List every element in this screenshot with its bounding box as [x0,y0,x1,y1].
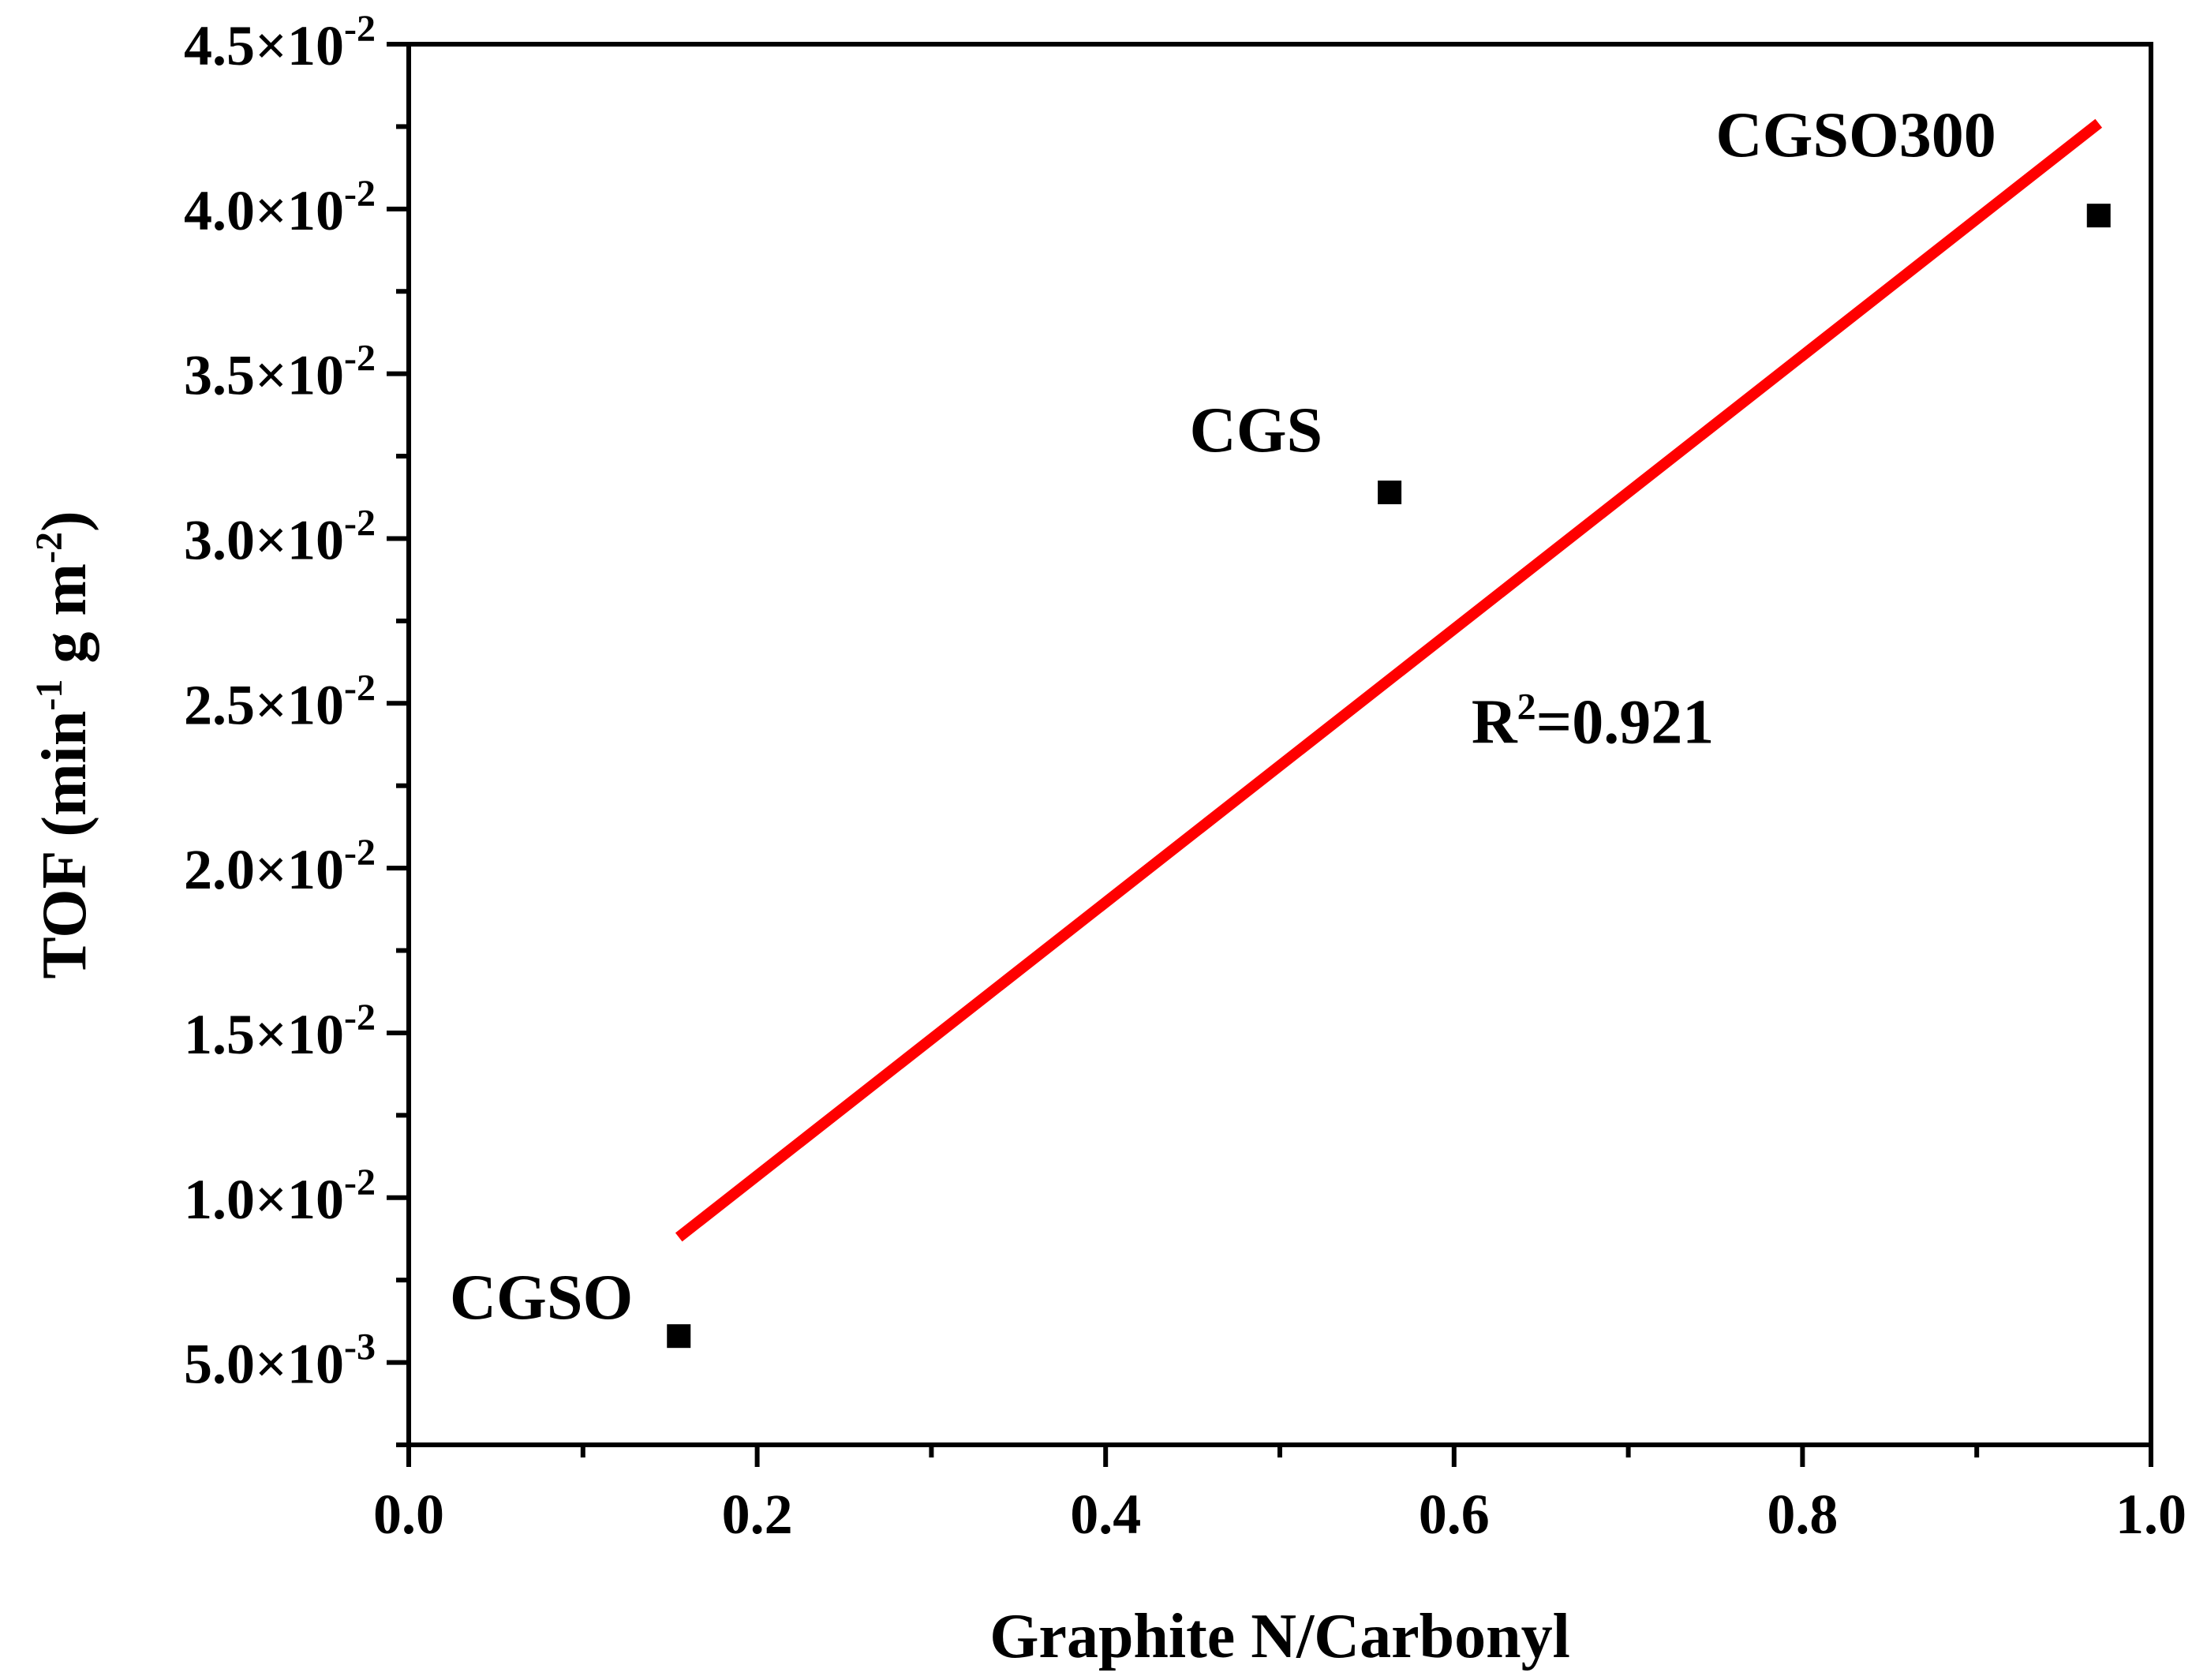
x-tick-label: 0.0 [373,1483,444,1546]
y-axis-title-sup2: -2 [28,532,70,563]
y-axis-title: TOF (min-1 g m-2) [28,511,99,978]
y-axis-title-end: ) [30,511,99,532]
x-tick-label: 0.6 [1419,1483,1490,1546]
y-tick-mantissa: 3.0×10 [184,508,344,571]
x-tick-label: 0.8 [1767,1483,1838,1546]
x-axis-title: Graphite N/Carbonyl [989,1602,1570,1671]
y-tick-mantissa: 4.5×10 [184,14,344,77]
point-label: CGSO300 [1715,99,1996,170]
y-tick-exponent: -2 [344,667,376,709]
y-tick-exponent: -2 [344,997,376,1038]
y-tick-exponent: -3 [344,1326,376,1368]
r-squared-value: =0.921 [1536,687,1715,757]
data-point [2086,204,2111,228]
y-axis-title-sup1: -1 [28,679,70,711]
x-tick-label: 0.4 [1070,1483,1141,1546]
y-tick-label: 1.0×10-2 [184,1162,376,1231]
y-tick-exponent: -2 [344,338,376,380]
y-tick-mantissa: 1.5×10 [184,1003,344,1066]
y-axis-title-mid: g m [30,563,99,679]
y-tick-label: 3.5×10-2 [184,338,376,407]
y-tick-mantissa: 2.5×10 [184,673,344,736]
y-tick-label: 1.5×10-2 [184,997,376,1066]
r-squared-sup: 2 [1517,686,1536,728]
data-point [1378,481,1402,504]
r-squared-annotation: R2=0.921 [1472,686,1714,757]
y-tick-exponent: -2 [344,8,376,50]
points-layer: CGSO CGS CGSO300 [450,99,2111,1349]
y-tick-exponent: -2 [344,832,376,874]
y-tick-exponent: -2 [344,1162,376,1203]
y-tick-label: 5.0×10-3 [184,1326,376,1396]
y-tick-label: 4.0×10-2 [184,173,376,242]
x-tick-label: 0.2 [722,1483,793,1546]
fit-line [675,118,2103,1242]
y-tick-mantissa: 1.0×10 [184,1168,344,1231]
x-tick-label: 1.0 [2115,1483,2186,1546]
y-tick-mantissa: 5.0×10 [184,1333,344,1396]
y-tick-label: 4.5×10-2 [184,8,376,77]
x-axis-ticks: 0.0 0.2 0.4 0.6 0.8 1.0 [373,1445,2186,1546]
data-point [667,1324,691,1349]
y-tick-mantissa: 4.0×10 [184,179,344,242]
y-tick-label: 3.0×10-2 [184,502,376,571]
point-label: CGS [1189,394,1322,466]
y-axis-title-main: TOF (min [30,711,99,979]
y-tick-mantissa: 3.5×10 [184,344,344,407]
y-tick-label: 2.5×10-2 [184,667,376,736]
y-tick-mantissa: 2.0×10 [184,838,344,901]
y-tick-exponent: -2 [344,173,376,215]
y-axis-ticks: 5.0×10-31.0×10-21.5×10-22.0×10-22.5×10-2… [184,8,409,1447]
y-tick-exponent: -2 [344,502,376,544]
r-squared-prefix: R [1472,687,1518,757]
point-label: CGSO [450,1261,633,1333]
y-tick-label: 2.0×10-2 [184,832,376,901]
plot-frame [406,42,2153,1447]
fit-layer [675,118,2103,1242]
